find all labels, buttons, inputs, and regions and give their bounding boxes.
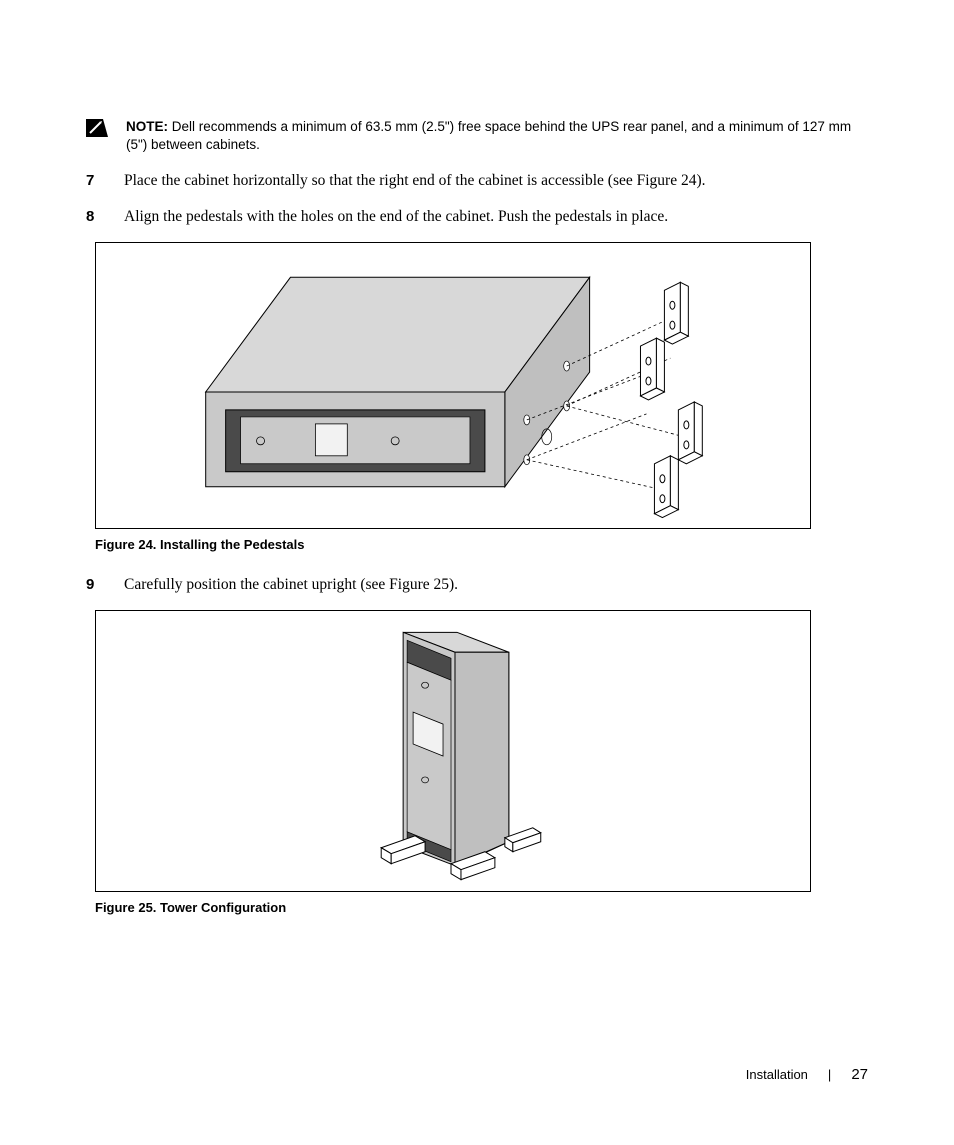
note-label: NOTE: — [126, 119, 168, 134]
figure-25-box — [95, 610, 811, 892]
step-9: 9 Carefully position the cabinet upright… — [86, 574, 868, 596]
step-7: 7 Place the cabinet horizontally so that… — [86, 170, 868, 192]
note-icon — [86, 119, 108, 137]
step-num-8: 8 — [86, 206, 124, 227]
step-num-9: 9 — [86, 574, 124, 595]
step-8: 8 Align the pedestals with the holes on … — [86, 206, 868, 228]
figure-24-caption: Figure 24. Installing the Pedestals — [95, 537, 868, 552]
note-text: NOTE: Dell recommends a minimum of 63.5 … — [126, 118, 868, 154]
note-body: Dell recommends a minimum of 63.5 mm (2.… — [126, 119, 851, 152]
step-text-8: Align the pedestals with the holes on th… — [124, 206, 668, 228]
step-text-9: Carefully position the cabinet upright (… — [124, 574, 458, 596]
page: NOTE: Dell recommends a minimum of 63.5 … — [0, 0, 954, 1145]
footer-page-number: 27 — [851, 1066, 868, 1083]
footer-divider: | — [828, 1067, 831, 1082]
page-footer: Installation | 27 — [746, 1066, 868, 1083]
figure-24-box — [95, 242, 811, 529]
footer-section: Installation — [746, 1067, 808, 1082]
note-row: NOTE: Dell recommends a minimum of 63.5 … — [86, 118, 868, 154]
figure-25-svg — [96, 610, 810, 892]
figure-24-svg — [96, 242, 810, 529]
step-text-7: Place the cabinet horizontally so that t… — [124, 170, 706, 192]
figure-25-caption: Figure 25. Tower Configuration — [95, 900, 868, 915]
step-num-7: 7 — [86, 170, 124, 191]
